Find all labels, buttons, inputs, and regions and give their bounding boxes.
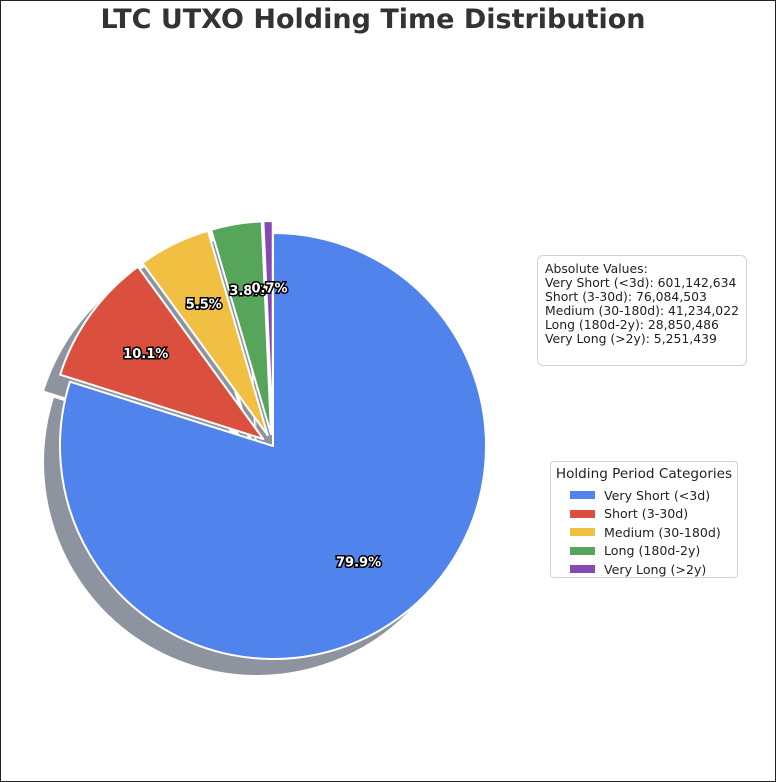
legend-swatch (570, 546, 595, 555)
legend-label: Very Short (<3d) (604, 487, 711, 503)
legend-label: Medium (30-180d) (604, 524, 721, 540)
pie-percent-label: 3.8% (229, 284, 265, 299)
absolute-values-box: Absolute Values: Very Short (<3d): 601,1… (537, 255, 747, 366)
legend-label: Very Long (>2y) (604, 561, 707, 577)
legend-item: Short (3-30d) (551, 505, 737, 524)
legend: Holding Period Categories Very Short (<3… (550, 461, 738, 578)
legend-item: Very Short (<3d) (551, 486, 737, 505)
legend-swatch (570, 491, 595, 500)
legend-swatch (570, 565, 595, 574)
pie-slice-layer (59, 220, 487, 660)
pie-percent-label: 5.5% (186, 298, 222, 313)
pie-slice (210, 220, 273, 436)
pie-slice (141, 229, 269, 437)
absolute-value-line: Very Long (>2y): 5,251,439 (545, 331, 717, 346)
legend-label: Short (3-30d) (604, 506, 689, 522)
legend-swatch (570, 509, 595, 518)
pie-percent-label: 0.7% (252, 282, 288, 297)
pie-slice (262, 220, 274, 436)
legend-item: Very Long (>2y) (551, 560, 737, 579)
pie-percent-label: 79.9% (336, 555, 381, 570)
legend-item: Medium (30-180d) (551, 523, 737, 542)
legend-label: Long (180d-2y) (604, 543, 701, 559)
pie-percent-label: 10.1% (123, 347, 168, 362)
absolute-value-line: Long (180d-2y): 28,850,486 (545, 317, 719, 332)
absolute-value-line: Very Short (<3d): 601,142,634 (545, 275, 737, 290)
absolute-values-heading: Absolute Values: (545, 261, 648, 276)
pie-slice (59, 265, 265, 440)
legend-swatch (570, 528, 595, 537)
legend-item: Long (180d-2y) (551, 542, 737, 561)
absolute-value-line: Medium (30-180d): 41,234,022 (545, 303, 739, 318)
absolute-value-line: Short (3-30d): 76,084,503 (545, 289, 707, 304)
pie-label-layer: 79.9% 10.1% 5.5% 3.8%0.7% (122, 280, 383, 572)
pie-slice (59, 232, 487, 660)
legend-title: Holding Period Categories (555, 466, 733, 482)
chart-title: LTC UTXO Holding Time Distribution (100, 4, 646, 35)
